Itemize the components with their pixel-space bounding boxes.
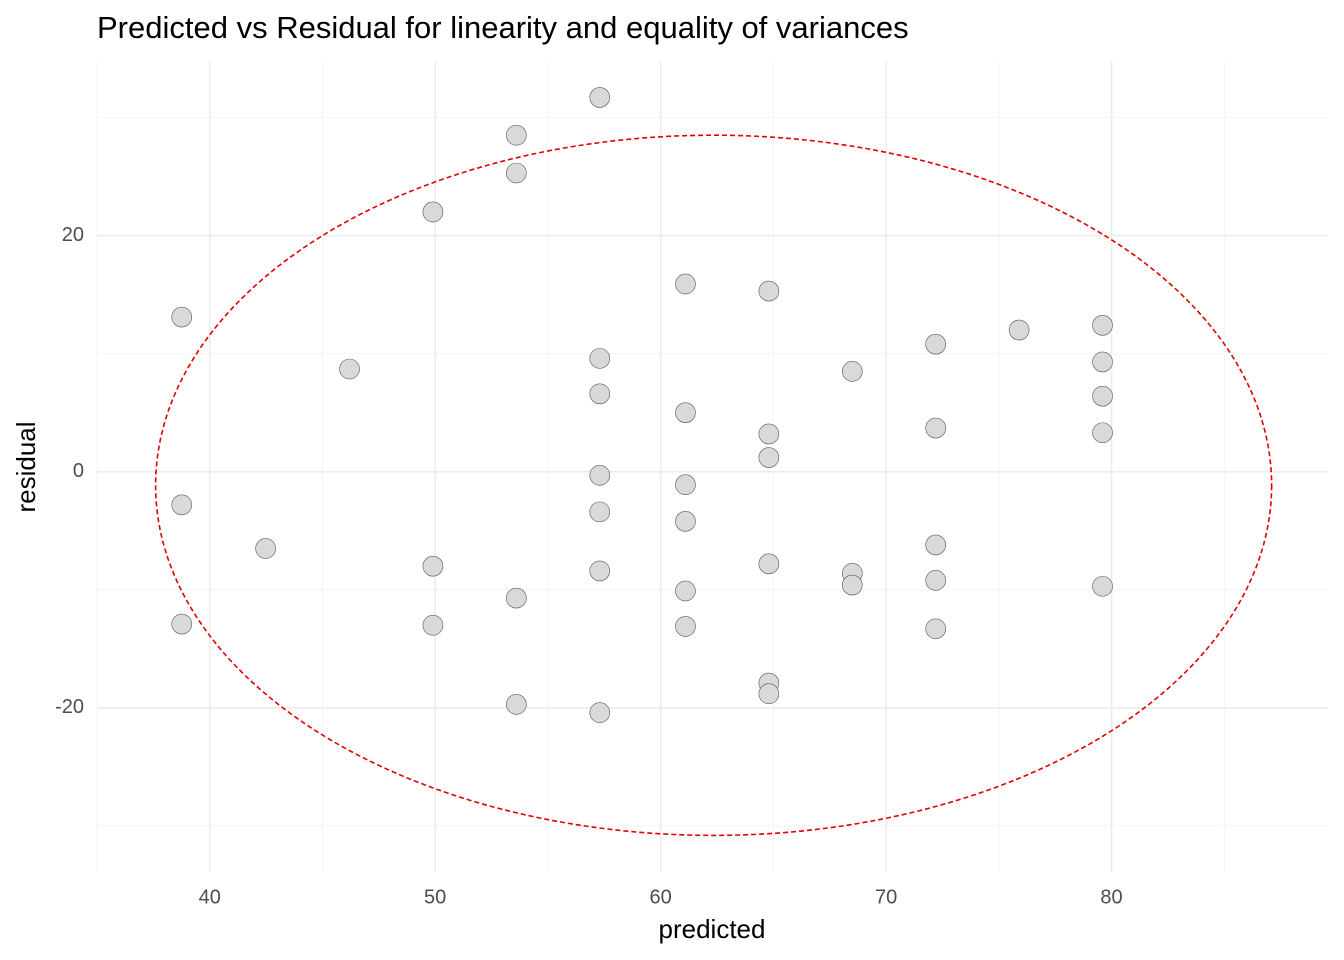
x-axis-title: predicted <box>659 914 766 944</box>
point <box>1092 575 1113 597</box>
point <box>506 162 527 184</box>
point <box>171 494 193 516</box>
point <box>841 361 863 382</box>
y-axis-title: residual <box>11 421 41 512</box>
point <box>1092 315 1113 336</box>
point <box>1092 422 1113 444</box>
point <box>925 417 947 439</box>
point <box>255 538 276 559</box>
chart-title: Predicted vs Residual for linearity and … <box>97 10 909 45</box>
point <box>1092 385 1113 407</box>
point <box>758 553 780 575</box>
y-tick-label: 0 <box>73 460 84 482</box>
point <box>422 201 444 223</box>
point <box>925 534 947 556</box>
point <box>758 447 780 468</box>
confidence-ellipse <box>154 134 1273 837</box>
point <box>1008 319 1030 341</box>
point <box>925 618 947 640</box>
point <box>589 464 611 486</box>
point <box>675 273 696 295</box>
point <box>925 570 947 591</box>
point <box>506 124 527 146</box>
point <box>506 694 527 715</box>
point <box>758 423 780 445</box>
point <box>589 560 611 582</box>
y-tick-label: 20 <box>62 224 84 246</box>
point <box>675 511 696 532</box>
point <box>171 306 193 328</box>
point <box>339 358 360 380</box>
point <box>758 280 780 302</box>
point <box>589 383 611 405</box>
x-tick-label: 80 <box>1100 886 1122 908</box>
point <box>589 702 611 723</box>
point <box>422 555 444 577</box>
point <box>675 616 696 637</box>
point <box>675 580 696 602</box>
point <box>925 333 947 355</box>
point <box>171 613 193 635</box>
x-tick-label: 70 <box>875 886 897 908</box>
point <box>675 474 696 496</box>
y-tick-label: -20 <box>55 696 84 718</box>
point <box>506 587 527 609</box>
x-tick-label: 40 <box>199 886 221 908</box>
point <box>589 348 611 369</box>
point <box>1092 351 1113 373</box>
x-tick-label: 50 <box>424 886 446 908</box>
point <box>589 501 611 523</box>
point <box>841 574 863 596</box>
x-tick-label: 60 <box>650 886 672 908</box>
point <box>675 402 696 423</box>
point <box>758 683 780 705</box>
point <box>589 87 611 108</box>
point <box>422 614 444 636</box>
